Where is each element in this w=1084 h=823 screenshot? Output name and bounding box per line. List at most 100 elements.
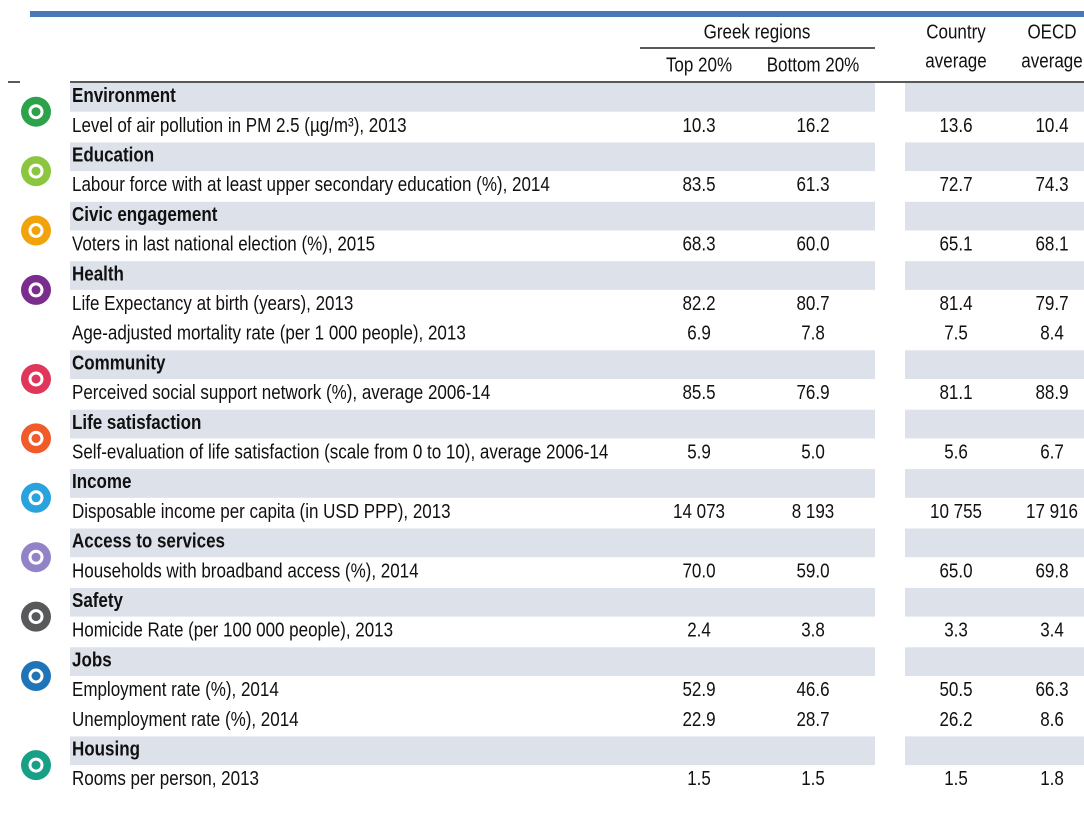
column-header: Country average [925,20,986,72]
category-icon-glyph [28,223,44,238]
indicator-value: 79.7 [1035,292,1068,315]
category-icon-glyph [28,757,44,773]
indicator-label: Unemployment rate (%), 2014 [72,708,299,731]
category-name: Community [72,351,166,374]
category-icon [21,661,51,691]
indicator-value: 66.3 [1035,678,1068,701]
category-band [905,201,1084,231]
indicator-value: 50.5 [939,678,972,701]
indicator-value: 10.3 [682,114,715,137]
category-icon [21,215,51,246]
category-band [70,469,875,498]
indicator-value: 70.0 [682,559,715,582]
indicator-value: 8.4 [1040,321,1064,344]
indicator-value: 59.0 [796,559,829,582]
indicator-value: 26.2 [939,708,972,731]
category-band [70,409,875,439]
category-band [905,142,1084,172]
indicator-value: 85.5 [682,381,715,404]
indicator-value: 69.8 [1035,559,1068,582]
category-icon [21,274,51,305]
indicator-value: 10 755 [930,500,982,523]
category-name: Jobs [72,648,112,671]
indicator-label: Perceived social support network (%), av… [72,381,490,404]
category-name: Safety [72,589,124,612]
category-icon [21,423,51,454]
indicator-value: 1.5 [944,767,968,790]
indicator-value: 1.5 [687,767,711,790]
indicator-value: 81.1 [939,381,972,404]
indicator-value: 68.1 [1035,232,1068,255]
category-band [905,736,1084,766]
indicator-value: 76.9 [796,381,829,404]
indicator-value: 14 073 [673,500,725,523]
indicator-value: 61.3 [796,173,829,196]
indicator-value: 60.0 [796,232,829,255]
category-name: Environment [72,84,176,107]
indicator-value: 46.6 [796,678,829,701]
indicator-label: Age-adjusted mortality rate (per 1 000 p… [72,321,466,344]
category-band [905,83,1084,112]
indicator-value: 8.6 [1040,708,1064,731]
category-name: Housing [72,737,140,760]
indicator-value: 88.9 [1035,381,1068,404]
category-name: Life satisfaction [72,411,201,434]
indicator-value: 1.8 [1040,767,1064,790]
category-icon-glyph [28,609,44,625]
category-icon [21,542,51,573]
category-name: Civic engagement [72,203,217,226]
indicator-value: 74.3 [1035,173,1068,196]
indicator-value: 28.7 [796,708,829,731]
category-band [70,83,875,112]
indicator-label: Level of air pollution in PM 2.5 (µg/m³)… [72,114,407,137]
indicator-value: 6.9 [687,321,711,344]
column-header: Top 20% [666,53,732,76]
category-band [70,142,875,172]
category-band [905,409,1084,439]
column-header: OECD average [1021,20,1082,72]
category-icon [21,601,51,632]
indicator-value: 83.5 [682,173,715,196]
category-band [905,469,1084,498]
category-band [905,587,1084,617]
indicator-label: Life Expectancy at birth (years), 2013 [72,292,353,315]
indicator-value: 22.9 [682,708,715,731]
category-icon-glyph [28,430,44,446]
indicator-value: 3.4 [1040,618,1064,641]
category-band [905,528,1084,558]
category-name: Income [72,470,131,493]
indicator-value: 80.7 [796,292,829,315]
indicator-label: Rooms per person, 2013 [72,767,259,790]
category-band [70,587,875,617]
group-header: Greek regions [704,20,811,43]
indicator-value: 5.6 [944,440,968,463]
category-icon-glyph [28,371,44,387]
category-icon-glyph [28,490,44,506]
category-band [70,736,875,766]
indicator-value: 10.4 [1035,114,1068,137]
indicator-value: 16.2 [796,114,829,137]
indicator-value: 2.4 [687,618,711,641]
indicator-value: 5.0 [801,440,825,463]
indicator-label: Employment rate (%), 2014 [72,678,279,701]
indicator-value: 81.4 [939,292,972,315]
indicator-value: 8 193 [792,500,835,523]
indicator-value: 13.6 [939,114,972,137]
category-name: Education [72,143,154,166]
category-icon-glyph [28,282,44,298]
category-band [70,261,875,290]
indicator-value: 17 916 [1026,500,1078,523]
category-icon-glyph [28,104,44,120]
category-name: Health [72,262,124,285]
category-band [905,261,1084,290]
indicator-value: 3.3 [944,618,968,641]
category-band [70,647,875,676]
category-icon [21,482,51,513]
category-band [70,528,875,558]
indicator-value: 7.5 [944,321,968,344]
indicator-value: 3.8 [801,618,825,641]
indicator-label: Labour force with at least upper seconda… [72,173,550,196]
category-icon [21,364,51,394]
indicator-value: 65.0 [939,559,972,582]
